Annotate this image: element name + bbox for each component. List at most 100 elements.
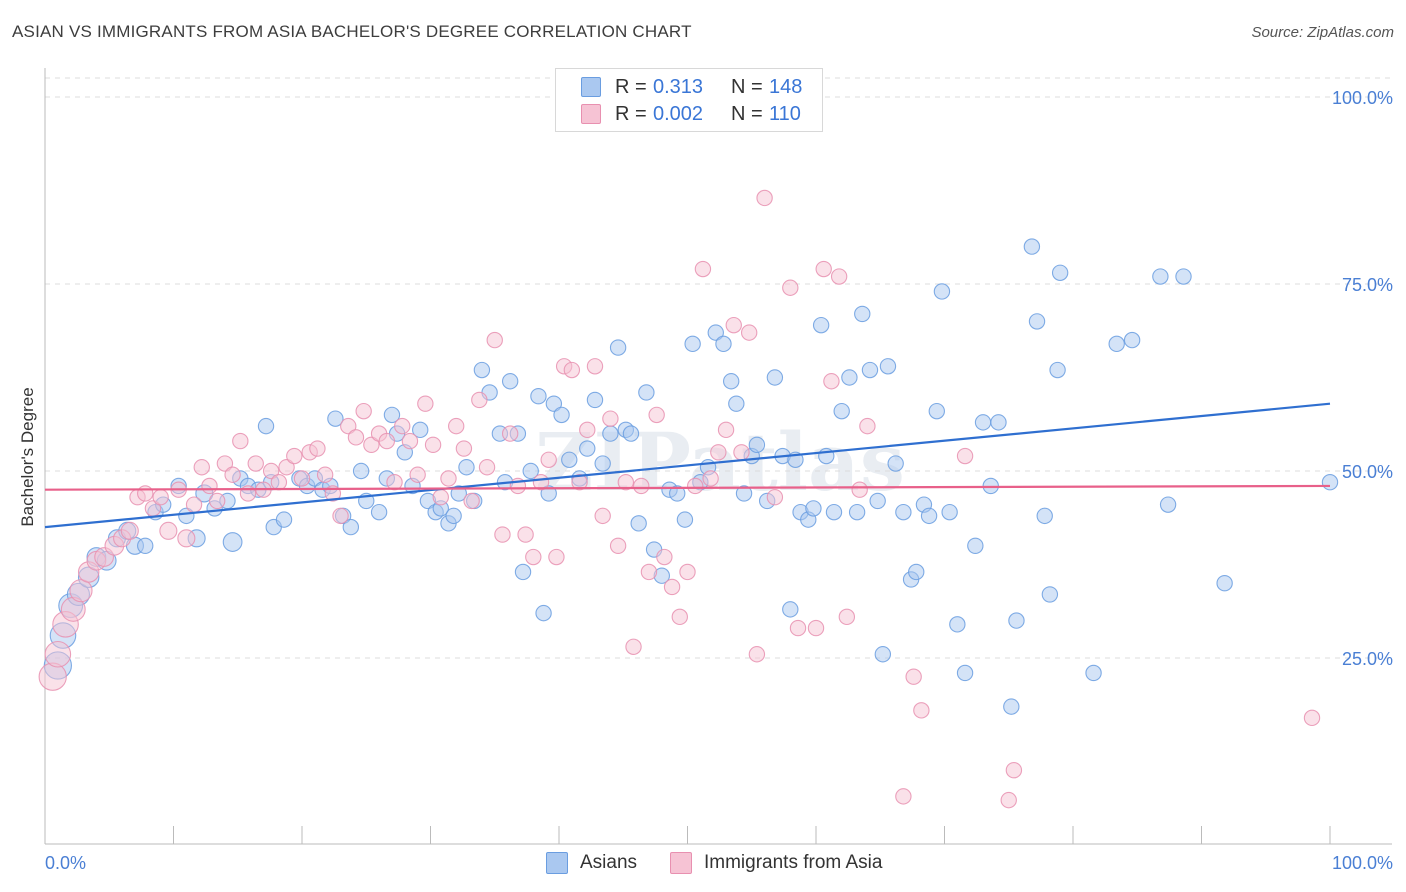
point-asians	[370, 503, 388, 521]
x-tick-label-max: 100.0%	[1332, 853, 1393, 873]
point-asians	[669, 485, 686, 502]
point-immigrants	[807, 619, 825, 637]
point-immigrants	[185, 496, 203, 513]
point-asians	[766, 369, 784, 386]
point-asians	[861, 361, 879, 379]
point-asians	[869, 492, 886, 510]
point-immigrants	[417, 395, 434, 412]
point-asians	[638, 384, 655, 401]
point-immigrants	[548, 548, 565, 566]
point-immigrants	[501, 425, 519, 442]
bottom-legend-label-immigrants: Immigrants from Asia	[704, 852, 883, 873]
point-immigrants	[440, 470, 457, 487]
point-immigrants	[640, 563, 658, 581]
point-asians	[941, 503, 958, 521]
point-immigrants	[815, 260, 832, 278]
point-immigrants	[609, 537, 627, 554]
point-immigrants	[1005, 761, 1023, 779]
point-immigrants	[525, 548, 542, 566]
point-asians	[1152, 268, 1169, 285]
correlation-legend: R = 0.313 N = 148 R = 0.002 N = 110	[555, 68, 823, 132]
point-asians	[956, 664, 974, 682]
point-immigrants	[177, 529, 196, 548]
point-asians	[920, 507, 938, 525]
legend-n-value: 148	[769, 75, 803, 98]
point-immigrants	[309, 440, 326, 457]
point-asians	[257, 417, 275, 435]
point-asians	[728, 395, 745, 412]
point-asians	[812, 316, 830, 334]
legend-swatch-asians	[581, 77, 601, 97]
point-asians	[586, 391, 604, 409]
point-asians	[594, 455, 611, 472]
point-asians	[602, 425, 619, 442]
point-immigrants	[671, 608, 688, 626]
point-asians	[445, 507, 462, 525]
point-asians	[383, 406, 401, 424]
point-immigrants	[486, 331, 503, 349]
point-asians	[1159, 496, 1177, 513]
point-immigrants	[44, 640, 72, 668]
point-immigrants	[838, 608, 856, 626]
point-immigrants	[594, 507, 611, 525]
point-asians	[1003, 698, 1020, 715]
point-immigrants	[956, 447, 974, 465]
point-immigrants	[851, 481, 868, 498]
point-immigrants	[193, 459, 210, 476]
point-immigrants	[347, 429, 365, 446]
point-immigrants	[540, 451, 557, 468]
legend-r-value: 0.313	[653, 75, 704, 98]
point-asians	[908, 563, 925, 581]
point-asians	[540, 485, 557, 502]
point-immigrants	[633, 477, 650, 495]
point-immigrants	[340, 417, 357, 435]
point-asians	[1123, 331, 1141, 349]
legend-row-immigrants: R = 0.002 N = 110	[581, 102, 801, 126]
point-asians	[833, 402, 850, 420]
point-asians	[412, 421, 429, 439]
point-immigrants	[448, 417, 465, 435]
point-immigrants	[463, 492, 480, 510]
point-asians	[684, 335, 701, 353]
point-immigrants	[579, 421, 596, 439]
point-asians	[1028, 313, 1046, 330]
point-immigrants	[710, 444, 727, 461]
point-immigrants	[748, 646, 766, 663]
trendline-asians	[44, 402, 1331, 529]
point-asians	[342, 518, 360, 536]
point-asians	[848, 503, 866, 521]
point-asians	[561, 451, 578, 468]
point-immigrants	[789, 619, 807, 637]
point-asians	[609, 339, 627, 356]
point-immigrants	[286, 447, 303, 465]
point-immigrants	[648, 406, 665, 424]
point-asians	[137, 537, 154, 554]
point-asians	[805, 500, 822, 517]
point-immigrants	[355, 402, 372, 420]
point-immigrants	[247, 455, 264, 472]
bottom-legend-swatch-asians	[546, 852, 568, 874]
point-asians	[275, 511, 293, 528]
point-asians	[887, 455, 904, 472]
point-immigrants	[224, 466, 241, 483]
legend-n-label: N =	[731, 102, 763, 125]
point-immigrants	[120, 521, 139, 540]
legend-r-label: R =	[615, 102, 647, 125]
legend-swatch-immigrants	[581, 104, 601, 124]
point-immigrants	[69, 579, 93, 603]
chart-title: ASIAN VS IMMIGRANTS FROM ASIA BACHELOR'S…	[12, 22, 692, 41]
point-asians	[1049, 361, 1066, 379]
point-asians	[825, 503, 843, 521]
x-tick-label-min: 0.0%	[45, 853, 86, 873]
point-immigrants	[1000, 791, 1017, 809]
point-immigrants	[782, 279, 799, 296]
y-tick-label: 75.0%	[1342, 275, 1393, 295]
point-immigrants	[717, 421, 735, 439]
point-immigrants	[394, 417, 411, 435]
point-asians	[535, 604, 552, 622]
legend-r-label: R =	[615, 75, 647, 98]
point-immigrants	[232, 432, 249, 450]
point-immigrants	[471, 391, 488, 409]
point-immigrants	[563, 361, 581, 379]
point-asians	[854, 305, 871, 323]
